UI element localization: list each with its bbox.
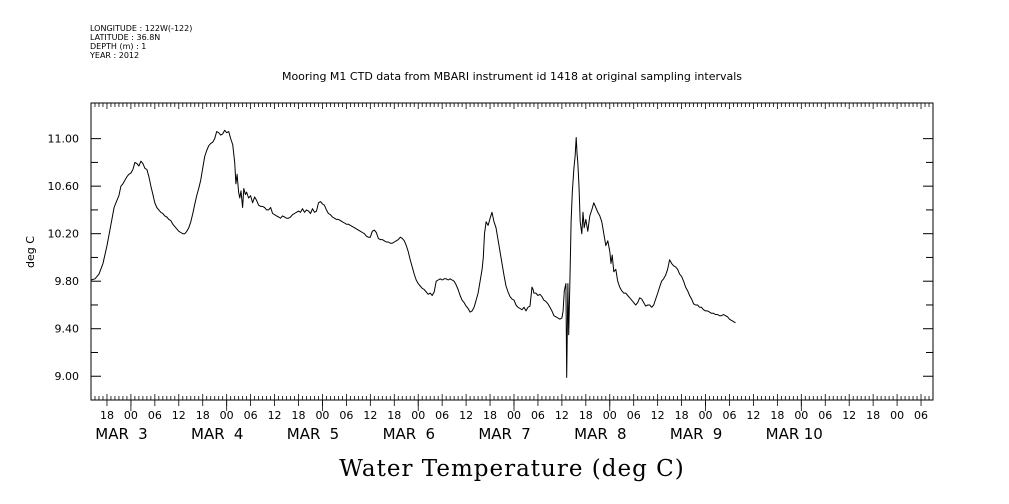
- series-layer: [90, 129, 736, 378]
- x-axis-label: Water Temperature (deg C): [339, 456, 684, 482]
- x-tick-label: 06: [244, 409, 258, 422]
- x-tick-label: 06: [531, 409, 545, 422]
- y-tick-label: 9.80: [55, 275, 80, 288]
- x-day-number-label: 8: [617, 425, 627, 443]
- x-tick-label: 18: [387, 409, 401, 422]
- x-day-month-label: MAR: [287, 425, 321, 443]
- x-day-month-label: MAR: [670, 425, 704, 443]
- x-tick-label: 00: [124, 409, 138, 422]
- x-tick-label: 18: [675, 409, 689, 422]
- series-line: [90, 129, 736, 378]
- x-tick-label: 12: [268, 409, 282, 422]
- y-axis-label: deg C: [24, 236, 37, 268]
- x-tick-label: 00: [411, 409, 425, 422]
- x-tick-label: 12: [651, 409, 665, 422]
- x-tick-label: 18: [866, 409, 880, 422]
- x-tick-label: 00: [890, 409, 904, 422]
- x-tick-label: 06: [722, 409, 736, 422]
- x-day-number-label: 10: [804, 425, 823, 443]
- x-tick-label: 12: [459, 409, 473, 422]
- x-day-month-label: MAR: [191, 425, 225, 443]
- x-day-number-label: 5: [330, 425, 340, 443]
- x-day-number-label: 7: [521, 425, 531, 443]
- y-tick-label: 9.00: [55, 370, 80, 383]
- x-day-number-label: 6: [425, 425, 435, 443]
- x-tick-label: 12: [172, 409, 186, 422]
- depth-text: DEPTH (m) : 1: [90, 42, 146, 51]
- plot-frame: [90, 102, 934, 401]
- x-day-number-label: 3: [138, 425, 148, 443]
- x-tick-label: 12: [842, 409, 856, 422]
- y-tick-label: 10.20: [48, 228, 80, 241]
- x-tick-label: 06: [818, 409, 832, 422]
- x-tick-label: 06: [435, 409, 449, 422]
- x-tick-label: 18: [292, 409, 306, 422]
- year-text: YEAR : 2012: [89, 51, 139, 60]
- x-tick-label: 12: [746, 409, 760, 422]
- latitude-text: LATITUDE : 36.8N: [90, 33, 160, 42]
- y-tick-label: 9.40: [55, 323, 80, 336]
- x-tick-label: 00: [220, 409, 234, 422]
- x-tick-label: 06: [148, 409, 162, 422]
- y-tick-label: 11.00: [48, 133, 80, 146]
- x-tick-label: 06: [627, 409, 641, 422]
- x-day-month-label: MAR: [478, 425, 512, 443]
- x-day-month-label: MAR: [95, 425, 129, 443]
- x-tick-label: 18: [579, 409, 593, 422]
- y-axis-right: [923, 138, 933, 401]
- x-day-month-label: MAR: [383, 425, 417, 443]
- x-tick-label: 00: [507, 409, 521, 422]
- x-day-number-label: 4: [234, 425, 244, 443]
- x-tick-label: 00: [603, 409, 617, 422]
- x-tick-label: 06: [914, 409, 928, 422]
- x-tick-label: 12: [555, 409, 569, 422]
- x-tick-label: 00: [794, 409, 808, 422]
- x-tick-label: 18: [483, 409, 497, 422]
- y-tick-label: 10.60: [48, 180, 80, 193]
- x-axis: 18 00 06 12 18 00 06 12 18 00 06 12 18 00 06 12 18 00 06 12…: [90, 394, 934, 443]
- x-axis-top: [90, 103, 934, 109]
- x-tick-label: 18: [100, 409, 114, 422]
- x-tick-label: 06: [339, 409, 353, 422]
- x-day-month-label: MAR: [574, 425, 608, 443]
- longitude-text: LONGITUDE : 122W(-122): [90, 24, 192, 33]
- x-tick-label: 00: [315, 409, 329, 422]
- metadata-block: LONGITUDE : 122W(-122) LATITUDE : 36.8N …: [89, 24, 192, 60]
- chart-title: Mooring M1 CTD data from MBARI instrumen…: [282, 70, 742, 83]
- x-tick-label: 00: [699, 409, 713, 422]
- x-tick-label: 18: [196, 409, 210, 422]
- x-day-number-label: 9: [713, 425, 723, 443]
- x-day-month-label: MAR: [766, 425, 800, 443]
- x-tick-label: 12: [363, 409, 377, 422]
- x-tick-label: 18: [770, 409, 784, 422]
- y-axis: 9.00 9.40 9.80 10.20 10.60 11.00: [48, 133, 101, 401]
